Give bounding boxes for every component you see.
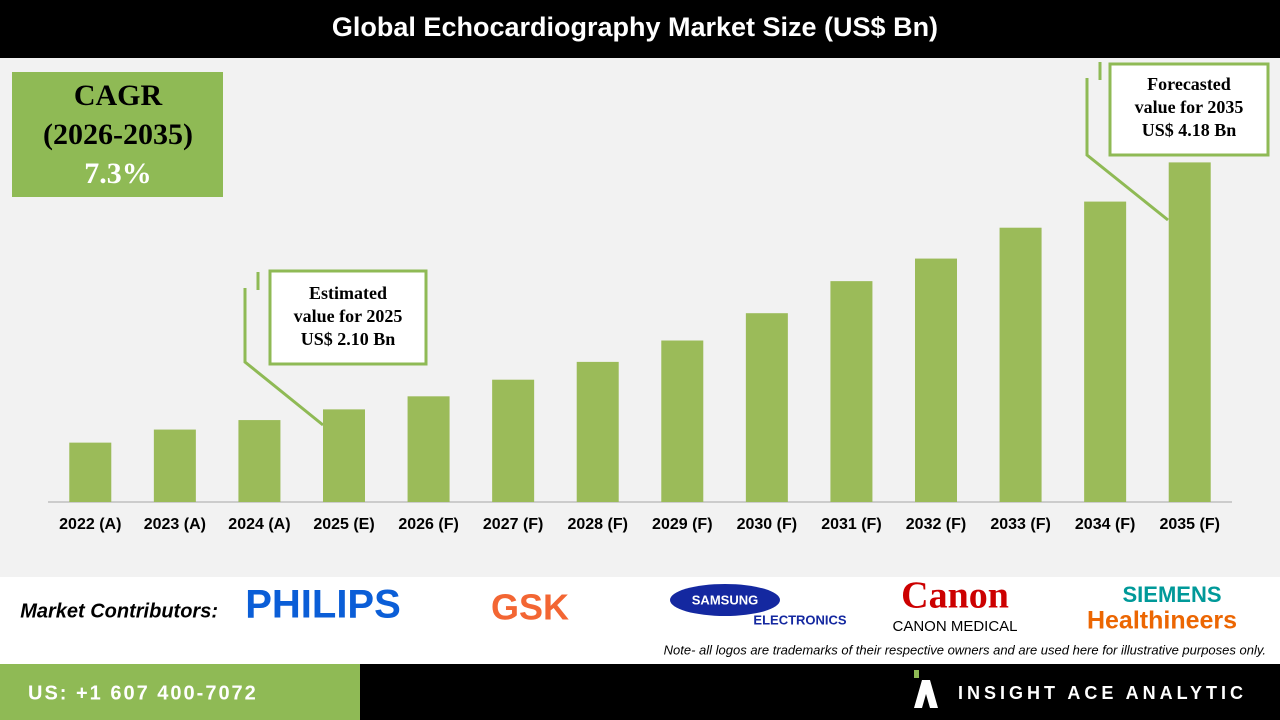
logo-note: Note- all logos are trademarks of their … <box>664 642 1266 657</box>
callout-text: Forecasted <box>1147 74 1231 94</box>
bar <box>323 409 365 502</box>
callout-lines <box>243 62 1169 427</box>
bar <box>915 258 957 502</box>
logo-electronics: ELECTRONICS <box>753 612 847 627</box>
x-tick-label: 2030 (F) <box>737 516 797 533</box>
bar <box>999 227 1042 502</box>
bar <box>661 340 704 502</box>
logo-philips: PHILIPS <box>245 583 401 627</box>
callout-box <box>268 269 428 366</box>
x-tick-label: 2022 (A) <box>59 516 121 533</box>
footer-brand: INSIGHT ACE ANALYTIC <box>958 683 1247 703</box>
x-tick-label: 2027 (F) <box>483 516 543 533</box>
x-tick-label: 2029 (F) <box>652 516 712 533</box>
logo-healthineers: Healthineers <box>1087 607 1237 635</box>
contributors-label: Market Contributors: <box>20 600 218 622</box>
bar <box>576 361 619 502</box>
title-bar <box>0 0 1280 58</box>
bar <box>745 313 788 502</box>
bar <box>69 442 112 502</box>
samsung-oval <box>670 584 780 616</box>
cagr-box <box>12 72 223 197</box>
x-tick-label: 2026 (F) <box>398 516 458 533</box>
bar <box>830 281 873 502</box>
contributors-area <box>0 577 1280 664</box>
x-tick-label: 2028 (F) <box>567 516 627 533</box>
brand-icon-accent <box>914 670 919 678</box>
chart-title: Global Echocardiography Market Size (US$… <box>332 12 938 42</box>
bar <box>238 420 281 502</box>
bar <box>1168 162 1211 502</box>
bar <box>492 379 535 502</box>
x-tick-label: 2033 (F) <box>990 516 1050 533</box>
footer-left <box>0 664 360 720</box>
callout-text: US$ 2.10 Bn <box>301 329 396 349</box>
callout-text: Estimated <box>309 283 387 303</box>
bar <box>153 429 196 502</box>
brand-icon <box>914 680 938 708</box>
callout-text: value for 2035 <box>1135 97 1244 117</box>
footer-phone: US: +1 607 400-7072 <box>28 682 258 704</box>
logo-canon: Canon <box>901 575 1009 617</box>
bar <box>1084 201 1127 502</box>
callout-text: US$ 4.18 Bn <box>1142 120 1237 140</box>
callout-text: value for 2025 <box>294 306 403 326</box>
x-tick-label: 2032 (F) <box>906 516 966 533</box>
logo-samsung: SAMSUNG <box>692 592 758 607</box>
x-tick-label: 2031 (F) <box>821 516 881 533</box>
x-tick-label: 2024 (A) <box>228 516 290 533</box>
cagr-period: (2026-2035) <box>43 118 193 151</box>
footer-right <box>360 664 1280 720</box>
x-tick-label: 2023 (A) <box>144 516 206 533</box>
callout-box <box>1108 62 1270 157</box>
logo-gsk: GSK <box>491 587 569 628</box>
bar <box>407 396 450 502</box>
cagr-value: 7.3% <box>84 157 152 190</box>
logo-siemens: SIEMENS <box>1122 582 1221 607</box>
x-tick-label: 2034 (F) <box>1075 516 1135 533</box>
x-tick-label: 2025 (E) <box>313 516 374 533</box>
x-tick-label: 2035 (F) <box>1159 516 1219 533</box>
cagr-label: CAGR <box>74 79 163 112</box>
logo-canon-medical: CANON MEDICAL <box>892 618 1017 635</box>
